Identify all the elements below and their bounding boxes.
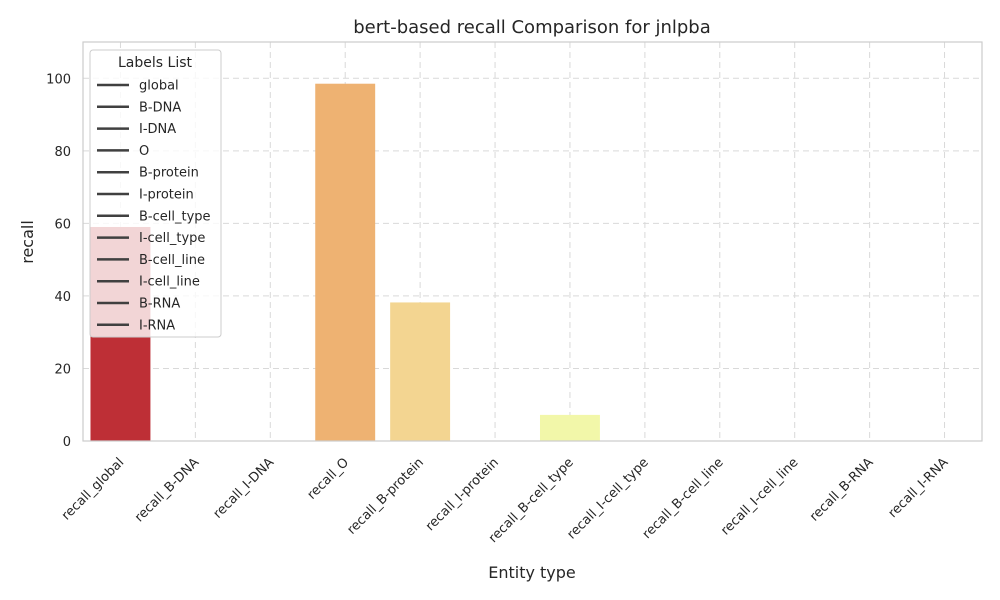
legend: Labels List global B-DNA I-DNA O B-protein I-… [89, 49, 222, 338]
chart-title: bert-based recall Comparison for jnlpba [353, 17, 711, 38]
x-axis-title: Entity type [488, 563, 576, 582]
bar-recall_B-protein [390, 302, 451, 441]
legend-entry: I-cell_type [139, 231, 205, 246]
y-tick-label: 40 [54, 290, 71, 305]
legend-entry: B-RNA [139, 297, 180, 312]
legend-entry: I-DNA [139, 122, 176, 137]
legend-box [89, 49, 222, 338]
plot-frame [82, 41, 983, 442]
legend-entry: O [139, 144, 149, 159]
y-tick-label: 100 [46, 72, 71, 87]
bar-recall_B-cell_type [539, 414, 600, 441]
y-tick-label: 80 [54, 145, 71, 160]
legend-title: Labels List [118, 55, 192, 71]
y-tick-label: 60 [54, 217, 71, 232]
y-tick-labels: 0 20 40 60 80 100 [46, 72, 71, 450]
y-tick-label: 20 [54, 362, 71, 377]
legend-entry: B-protein [139, 166, 199, 181]
legend-entry: global [139, 79, 179, 94]
y-tick-label: 0 [63, 435, 71, 450]
legend-entry: B-DNA [139, 100, 181, 115]
legend-entry: B-cell_line [139, 253, 205, 268]
legend-entry: I-RNA [139, 318, 175, 333]
y-axis-title: recall [18, 220, 37, 264]
bar-recall_O [315, 83, 376, 442]
legend-entry: I-protein [139, 188, 194, 203]
legend-entry: I-cell_line [139, 275, 200, 290]
legend-entry: B-cell_type [139, 209, 211, 224]
